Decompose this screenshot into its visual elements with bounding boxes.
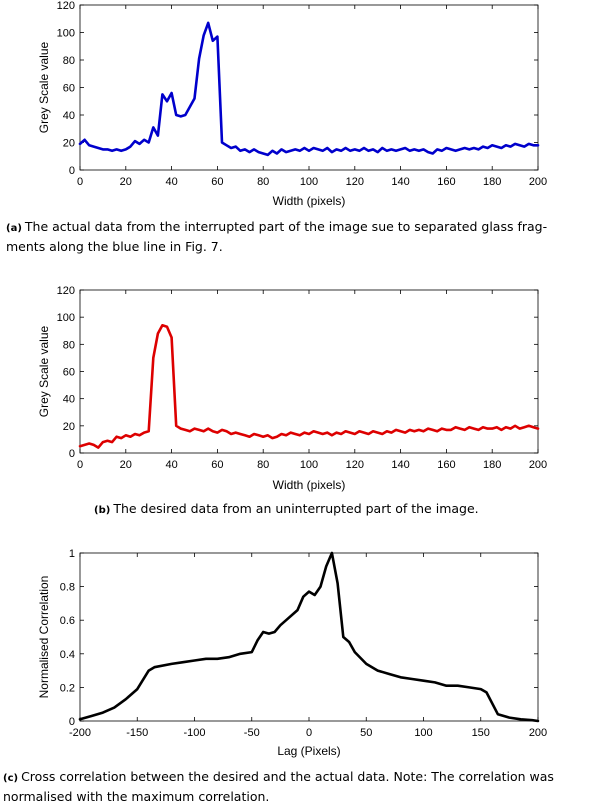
y-tick-label: 0	[69, 448, 75, 460]
x-tick-label: 40	[165, 176, 177, 188]
x-tick-label: 100	[300, 176, 318, 188]
caption-b: (b) The desired data from an uninterrupte…	[94, 500, 594, 520]
y-tick-label: 0.6	[60, 615, 75, 627]
x-tick-label: 20	[120, 176, 132, 188]
y-tick-label: 120	[57, 0, 75, 12]
series-line	[78, 551, 540, 723]
caption-b-line1: The desired data from an uninterrupted p…	[113, 501, 479, 516]
x-tick-label: 50	[360, 727, 372, 739]
chart-c: -200 -150 -100 -50 0 50 100 150 200 0 0.2 0.4 0.6 0.8…	[37, 548, 547, 758]
y-tick-label: 20	[63, 138, 75, 150]
y-tick-label: 0	[69, 165, 75, 177]
y-tick-label: 80	[63, 55, 75, 67]
caption-c-line1: Cross correlation between the desired an…	[21, 769, 554, 784]
caption-a: (a) The actual data from the interrupted …	[6, 218, 596, 256]
series-line	[78, 21, 540, 157]
y-axis-label: Grey Scale value	[37, 41, 51, 133]
x-tick-label: -200	[69, 727, 91, 739]
x-tick-label: 80	[257, 176, 269, 188]
caption-c: (c) Cross correlation between the desired…	[3, 768, 600, 806]
x-tick-label: 0	[77, 176, 83, 188]
x-tick-label: 100	[414, 727, 432, 739]
x-tick-label: 180	[483, 176, 501, 188]
x-axis-label: Width (pixels)	[273, 478, 346, 492]
plot-frame	[79, 552, 539, 722]
y-tick-label: 120	[57, 285, 75, 297]
x-tick-label: -100	[183, 727, 205, 739]
x-tick-label: 200	[529, 459, 547, 471]
y-tick-label: 0.4	[60, 649, 75, 661]
caption-a-label: (a)	[6, 223, 22, 234]
y-tick-label: 40	[63, 394, 75, 406]
y-tick-label: 0.2	[60, 682, 75, 694]
x-tick-label: -150	[126, 727, 148, 739]
x-tick-label: 120	[346, 176, 364, 188]
x-axis-label: Width (pixels)	[273, 194, 346, 208]
x-axis-label: Lag (Pixels)	[277, 744, 340, 758]
x-tick-label: 200	[529, 727, 547, 739]
y-tick-label: 1	[69, 548, 75, 560]
x-tick-label: 150	[472, 727, 490, 739]
y-tick-label: 20	[63, 421, 75, 433]
y-tick-label: 60	[63, 367, 75, 379]
y-tick-label: 100	[57, 312, 75, 324]
y-tick-label: 60	[63, 83, 75, 95]
caption-a-line2: ments along the blue line in Fig. 7.	[6, 239, 223, 254]
x-tick-label: 180	[483, 459, 501, 471]
x-tick-label: 160	[437, 459, 455, 471]
y-tick-label: 100	[57, 28, 75, 40]
x-tick-label: 140	[391, 176, 409, 188]
x-tick-label: 60	[211, 176, 223, 188]
x-tick-label: 60	[211, 459, 223, 471]
x-tick-label: 0	[77, 459, 83, 471]
x-tick-label: 40	[165, 459, 177, 471]
y-axis-label: Grey Scale value	[37, 325, 51, 417]
x-tick-label: 20	[120, 459, 132, 471]
x-tick-label: 120	[346, 459, 364, 471]
y-tick-label: 0.8	[60, 582, 75, 594]
chart-b: 0 20 40 60 80 100 120 140 160 180 200 0 20 40 60 80 100 1…	[37, 285, 547, 492]
y-tick-label: 0	[69, 716, 75, 728]
caption-b-label: (b)	[94, 505, 111, 516]
x-tick-label: 140	[391, 459, 409, 471]
caption-c-line2: normalised with the maximum correlation.	[3, 789, 270, 804]
x-tick-label: 100	[300, 459, 318, 471]
x-tick-label: -50	[244, 727, 260, 739]
x-tick-label: 200	[529, 176, 547, 188]
y-tick-label: 40	[63, 110, 75, 122]
chart-a: 0 20 40 60 80 100 120 140 160 180 200 0 20 40 60 80 100 1…	[37, 0, 547, 208]
y-tick-label: 80	[63, 339, 75, 351]
x-tick-label: 160	[437, 176, 455, 188]
y-axis-label: Normalised Correlation	[37, 576, 51, 699]
plot-frame	[79, 4, 539, 171]
series-line	[78, 323, 540, 449]
caption-a-line1: The actual data from the interrupted par…	[24, 219, 548, 234]
x-tick-label: 0	[306, 727, 312, 739]
x-tick-label: 80	[257, 459, 269, 471]
caption-c-label: (c)	[3, 773, 19, 784]
